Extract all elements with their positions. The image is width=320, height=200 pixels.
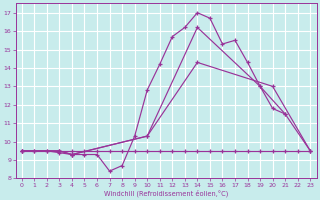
X-axis label: Windchill (Refroidissement éolien,°C): Windchill (Refroidissement éolien,°C)	[104, 189, 228, 197]
